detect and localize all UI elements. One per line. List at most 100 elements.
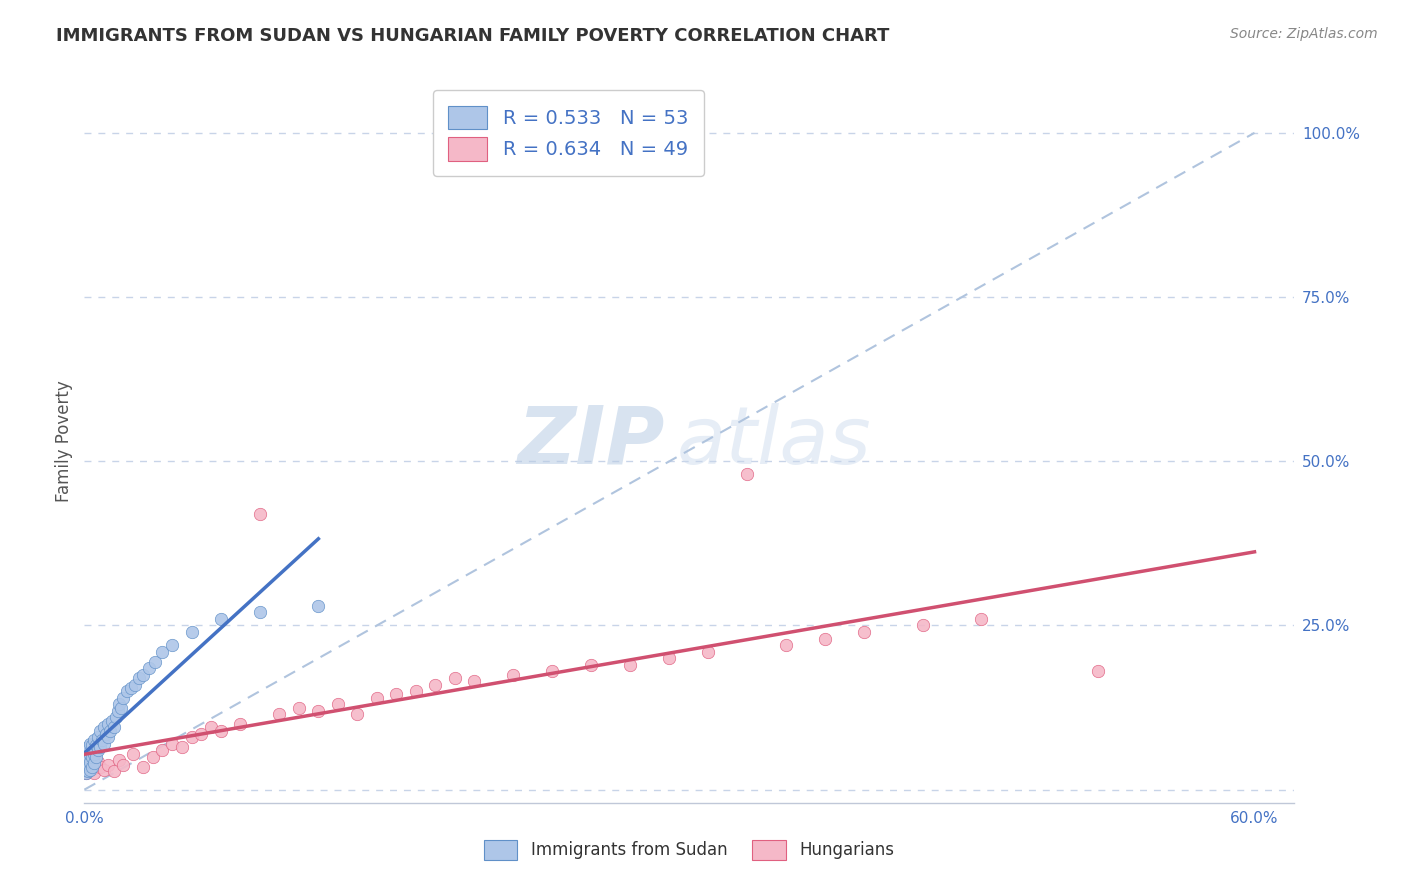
Point [84, 738, 107, 752]
Point [658, 651, 681, 665]
Point [425, 677, 447, 691]
Point [814, 632, 837, 646]
Text: Source: ZipAtlas.com: Source: ZipAtlas.com [1230, 27, 1378, 41]
Point [405, 684, 427, 698]
Point [209, 612, 232, 626]
Point [103, 720, 125, 734]
Point [83, 747, 105, 761]
Point [79, 747, 101, 761]
Point [120, 681, 142, 695]
Point [229, 717, 252, 731]
Point [737, 467, 759, 482]
Text: atlas: atlas [676, 402, 872, 481]
Point [1087, 665, 1109, 679]
Point [970, 612, 993, 626]
Point [346, 707, 368, 722]
Point [87, 755, 110, 769]
Text: IMMIGRANTS FROM SUDAN VS HUNGARIAN FAMILY POVERTY CORRELATION CHART: IMMIGRANTS FROM SUDAN VS HUNGARIAN FAMIL… [56, 27, 890, 45]
Point [775, 638, 797, 652]
Point [180, 625, 202, 640]
Point [100, 714, 122, 728]
Point [581, 657, 603, 672]
Point [82, 760, 104, 774]
Point [117, 684, 139, 698]
Text: ZIP: ZIP [517, 402, 665, 481]
Point [79, 756, 101, 771]
Point [150, 743, 173, 757]
Point [77, 757, 100, 772]
Legend: Immigrants from Sudan, Hungarians: Immigrants from Sudan, Hungarians [477, 833, 901, 867]
Point [132, 760, 155, 774]
Point [79, 737, 101, 751]
Point [75, 763, 97, 777]
Point [75, 747, 97, 761]
Point [190, 727, 212, 741]
Point [84, 757, 107, 772]
Point [160, 638, 183, 652]
Point [77, 763, 100, 777]
Point [170, 739, 193, 754]
Point [90, 733, 112, 747]
Point [83, 756, 105, 771]
Point [76, 763, 98, 777]
Point [209, 723, 232, 738]
Point [104, 710, 127, 724]
Point [150, 645, 173, 659]
Point [76, 753, 98, 767]
Point [385, 687, 408, 701]
Point [93, 720, 115, 734]
Point [619, 657, 641, 672]
Point [77, 749, 100, 764]
Point [89, 760, 111, 774]
Point [87, 743, 110, 757]
Point [697, 645, 720, 659]
Point [124, 677, 146, 691]
Point [112, 757, 135, 772]
Point [83, 733, 105, 747]
Point [89, 723, 111, 738]
Point [122, 747, 145, 761]
Point [307, 599, 329, 613]
Point [200, 720, 222, 734]
Point [87, 730, 110, 744]
Point [89, 739, 111, 754]
Point [97, 717, 120, 731]
Point [112, 690, 135, 705]
Point [143, 655, 166, 669]
Point [108, 753, 131, 767]
Point [108, 698, 131, 712]
Point [269, 707, 291, 722]
Point [77, 764, 100, 779]
Point [82, 738, 104, 752]
Point [79, 755, 101, 769]
Point [94, 727, 117, 741]
Point [82, 762, 104, 776]
Point [93, 737, 115, 751]
Point [110, 700, 132, 714]
Point [180, 730, 202, 744]
Point [249, 507, 271, 521]
Point [463, 674, 485, 689]
Point [326, 698, 349, 712]
Point [75, 756, 97, 771]
Point [138, 661, 160, 675]
Point [911, 618, 934, 632]
Point [98, 723, 121, 738]
Point [249, 605, 271, 619]
Point [84, 749, 107, 764]
Point [82, 749, 104, 764]
Point [444, 671, 467, 685]
Point [307, 704, 329, 718]
Y-axis label: Family Poverty: Family Poverty [55, 381, 73, 502]
Point [93, 763, 115, 777]
Point [502, 667, 524, 681]
Point [541, 665, 564, 679]
Point [288, 700, 311, 714]
Point [75, 766, 97, 780]
Point [103, 764, 125, 779]
Point [83, 766, 105, 780]
Point [132, 667, 155, 681]
Point [77, 739, 100, 754]
Point [107, 704, 129, 718]
Point [366, 690, 388, 705]
